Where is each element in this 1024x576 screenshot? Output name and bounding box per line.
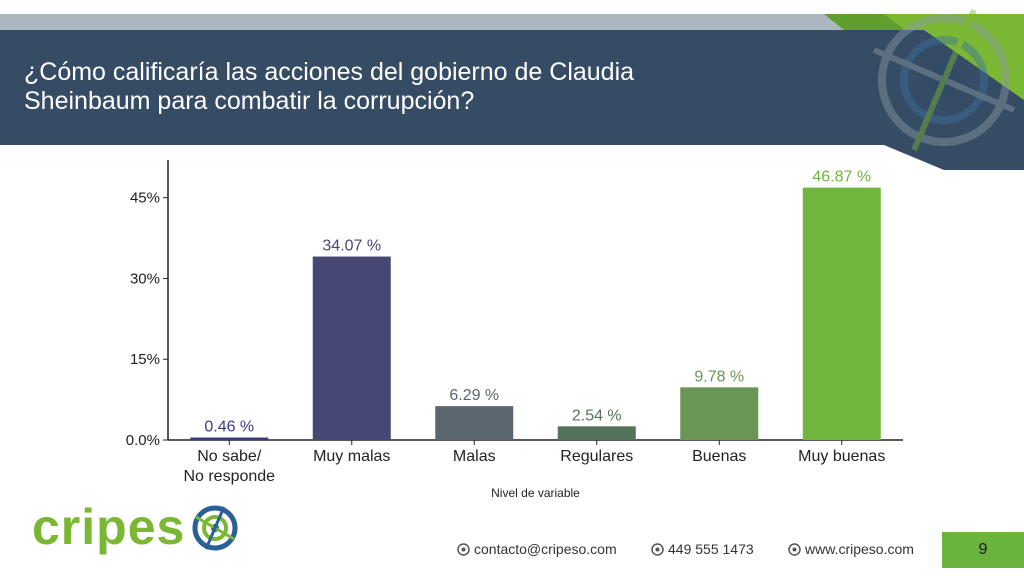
footer-email-text: contacto@cripeso.com bbox=[474, 541, 617, 557]
page-title-line-1: ¿Cómo calificaría las acciones del gobie… bbox=[24, 58, 635, 86]
x-tick-label: Muy buenas bbox=[798, 448, 885, 465]
bar-data-label: 46.87 % bbox=[812, 169, 871, 186]
corner-decoration bbox=[704, 0, 1024, 170]
page-title: ¿Cómo calificaría las acciones del gobie… bbox=[24, 58, 804, 116]
x-axis-title: Nivel de variable bbox=[491, 486, 580, 500]
page-number: 9 bbox=[942, 532, 1024, 568]
footer-phone[interactable]: 449 555 1473 bbox=[651, 541, 754, 557]
x-tick-label: Muy malas bbox=[313, 448, 390, 465]
y-tick-label: 15% bbox=[130, 351, 160, 368]
x-tick-label: Buenas bbox=[692, 448, 746, 465]
logo-target-icon bbox=[192, 505, 238, 551]
x-tick-label: Regulares bbox=[560, 448, 633, 465]
x-tick-label: Malas bbox=[453, 448, 496, 465]
bar bbox=[680, 387, 759, 440]
bar-chart: 0.0% 15% 30% 45% 0.46 % No sabe/No responde 34… bbox=[126, 160, 903, 500]
target-watermark-icon bbox=[872, 8, 1016, 152]
footer-website-text: www.cripeso.com bbox=[805, 541, 914, 557]
bar bbox=[435, 406, 514, 440]
bar bbox=[802, 187, 881, 440]
y-tick-label: 0.0% bbox=[126, 432, 160, 449]
bar-data-label: 2.54 % bbox=[572, 407, 622, 424]
footer-phone-text: 449 555 1473 bbox=[668, 541, 754, 557]
x-tick-label: No sabe/ bbox=[197, 448, 262, 465]
y-tick-label: 45% bbox=[130, 190, 160, 207]
bar bbox=[312, 256, 391, 440]
bar-data-label: 0.46 % bbox=[204, 419, 254, 436]
cripeso-logo: cripes o bbox=[32, 498, 232, 556]
page-title-line-2: Sheinbaum para combatir la corrupción? bbox=[24, 87, 475, 115]
y-tick-label: 30% bbox=[130, 270, 160, 287]
footer-email[interactable]: contacto@cripeso.com bbox=[457, 541, 617, 557]
footer-website[interactable]: www.cripeso.com bbox=[788, 541, 914, 557]
contact-icon bbox=[457, 542, 470, 556]
bar-data-label: 34.07 % bbox=[322, 238, 381, 255]
contact-icon bbox=[788, 542, 801, 556]
x-tick-label: No responde bbox=[183, 468, 275, 485]
bar-data-label: 9.78 % bbox=[694, 368, 744, 385]
logo-text: cripes bbox=[32, 499, 186, 555]
bar bbox=[190, 437, 269, 440]
bar-data-label: 6.29 % bbox=[449, 387, 499, 404]
bar bbox=[557, 426, 636, 440]
contact-icon bbox=[651, 542, 664, 556]
